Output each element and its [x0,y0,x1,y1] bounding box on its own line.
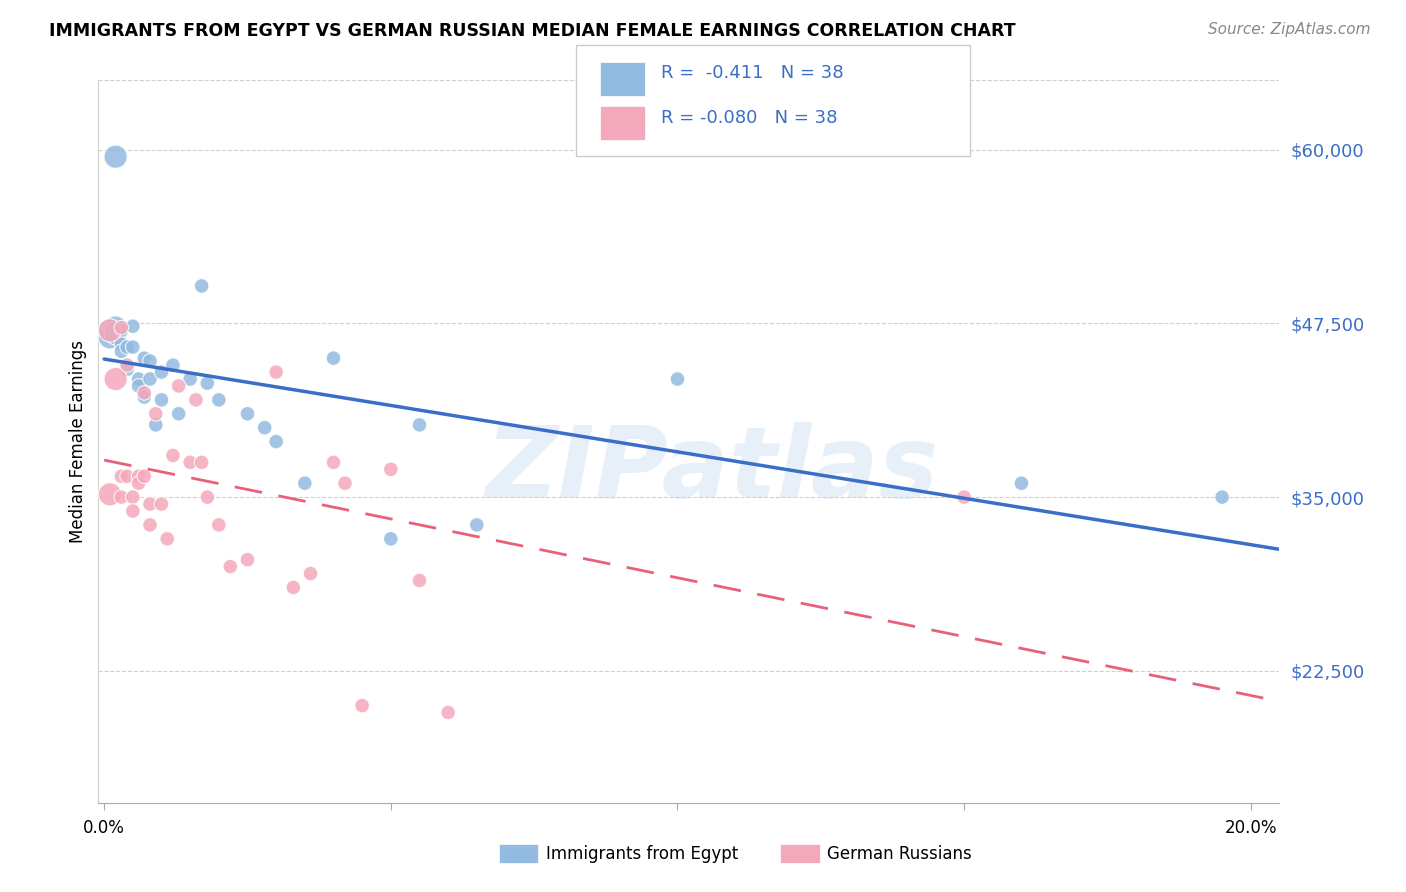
Text: R =  -0.411   N = 38: R = -0.411 N = 38 [661,64,844,82]
Point [139,354,162,368]
Point [253,420,276,434]
Point [139,497,162,511]
Point [167,407,190,421]
Point [264,365,287,379]
Point [121,504,143,518]
Point [150,497,173,511]
Point [121,319,143,334]
Text: 20.0%: 20.0% [1225,820,1277,838]
Point [322,351,344,366]
Point [115,358,138,372]
Point [322,455,344,469]
Point [139,372,162,386]
Text: ZIPatlas: ZIPatlas [486,422,939,519]
Point [115,340,138,354]
Point [190,279,212,293]
Point [121,490,143,504]
Point [134,351,156,366]
Point [128,469,150,483]
Point [104,326,127,340]
Point [128,476,150,491]
Point [162,449,184,463]
Point [1011,476,1033,491]
Point [264,434,287,449]
Point [195,376,218,391]
Point [380,462,402,476]
Text: R = -0.080   N = 38: R = -0.080 N = 38 [661,109,838,127]
Point [110,337,132,351]
Point [115,469,138,483]
Point [184,392,207,407]
Text: 0.0%: 0.0% [83,820,125,838]
Point [179,372,201,386]
Point [104,372,127,386]
Point [150,365,173,379]
Point [110,490,132,504]
Point [110,469,132,483]
Point [953,490,976,504]
Point [195,490,218,504]
Point [190,455,212,469]
Point [208,517,231,532]
Point [299,566,322,581]
Point [408,574,430,588]
Point [162,358,184,372]
Point [1211,490,1233,504]
Point [128,379,150,393]
Point [110,323,132,337]
Point [437,706,460,720]
Point [104,150,127,164]
Point [134,390,156,404]
Text: German Russians: German Russians [827,845,972,863]
Point [110,344,132,359]
Text: Immigrants from Egypt: Immigrants from Egypt [546,845,738,863]
Point [666,372,689,386]
Point [208,392,231,407]
Point [465,517,488,532]
Point [380,532,402,546]
Point [134,385,156,400]
Text: IMMIGRANTS FROM EGYPT VS GERMAN RUSSIAN MEDIAN FEMALE EARNINGS CORRELATION CHART: IMMIGRANTS FROM EGYPT VS GERMAN RUSSIAN … [49,22,1015,40]
Point [145,407,167,421]
Point [128,372,150,386]
Point [219,559,242,574]
Point [236,407,259,421]
Point [134,469,156,483]
Text: Source: ZipAtlas.com: Source: ZipAtlas.com [1208,22,1371,37]
Point [408,417,430,432]
Point [115,362,138,376]
Point [167,379,190,393]
Point [294,476,316,491]
Point [352,698,374,713]
Point [110,320,132,334]
Point [98,330,121,344]
Point [156,532,179,546]
Point [98,323,121,337]
Point [139,517,162,532]
Point [150,392,173,407]
Point [145,417,167,432]
Point [104,320,127,334]
Point [333,476,356,491]
Point [236,552,259,566]
Point [121,340,143,354]
Point [179,455,201,469]
Y-axis label: Median Female Earnings: Median Female Earnings [69,340,87,543]
Point [98,487,121,501]
Point [98,323,121,337]
Point [283,581,305,595]
